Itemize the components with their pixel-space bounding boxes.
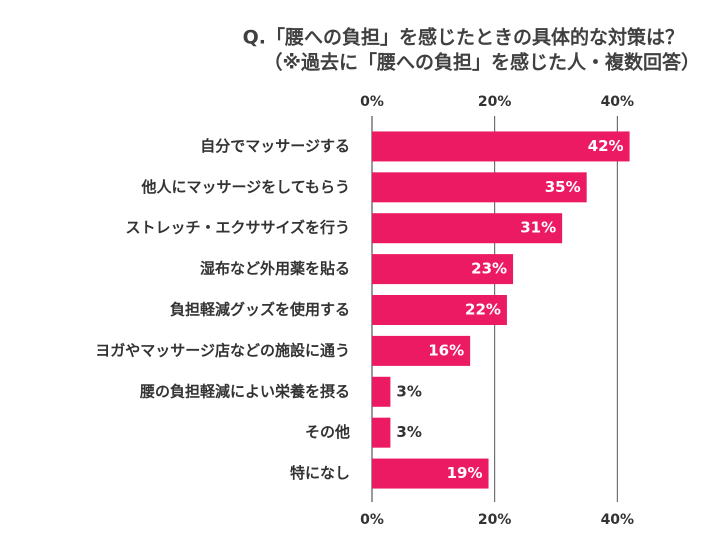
x-tick-label: 40% [601,94,635,110]
y-tick-label: 腰の負担軽減によい栄養を摂る [139,382,350,400]
value-label: 31% [520,219,556,237]
value-label: 22% [465,301,501,319]
value-label: 19% [447,464,483,482]
x-tick-label: 0% [360,512,384,528]
bar [372,254,514,285]
y-tick-label: 特になし [290,464,350,482]
x-tick-label: 20% [478,512,512,528]
bar [372,458,489,489]
value-label: 23% [471,260,507,278]
bar [372,131,630,162]
bar [372,335,471,366]
bar [372,213,563,244]
x-tick-label: 40% [601,512,635,528]
bar [372,417,391,448]
y-tick-label: 負担軽減グッズを使用する [170,301,350,319]
y-tick-label: 湿布など外用薬を貼る [200,260,350,278]
value-label: 16% [428,341,464,359]
chart-subtitle: （※過去に「腰への負担」を感じた人・複数回答） [264,51,700,74]
y-tick-label: 自分でマッサージする [200,137,350,155]
bar [372,172,587,203]
y-tick-label: その他 [305,423,350,441]
value-label: 35% [545,178,581,196]
bar [372,295,507,325]
value-label: 42% [588,137,624,155]
y-tick-label: ストレッチ・エクササイズを行う [125,219,350,237]
y-tick-label: 他人にマッサージをしてもらう [140,178,350,196]
x-tick-label: 0% [360,94,384,110]
value-label: 3% [396,382,421,400]
bar [372,376,391,407]
chart-title: Q.「腰への負担」を感じたときの具体的な対策は？ [243,26,684,49]
y-tick-label: ヨガやマッサージ店などの施設に通う [95,341,350,359]
value-label: 3% [396,423,421,441]
x-tick-label: 20% [478,94,512,110]
